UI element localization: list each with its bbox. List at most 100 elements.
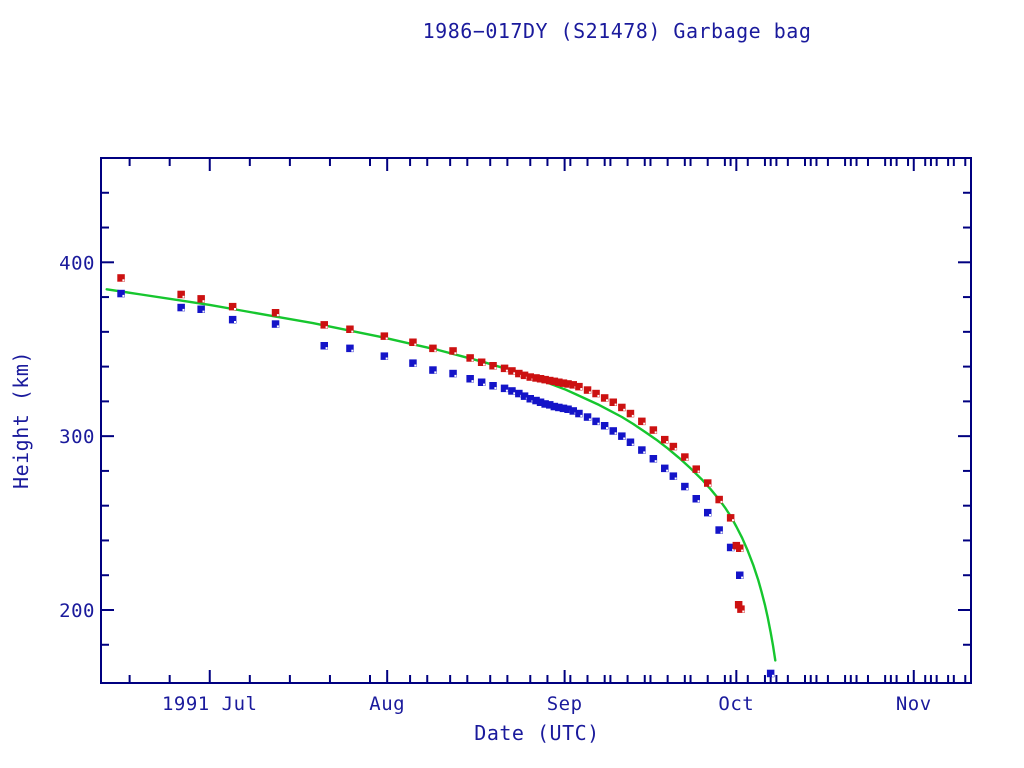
data-point-highlight — [623, 408, 626, 411]
apogee-height-series — [117, 274, 745, 613]
data-point-highlight — [471, 359, 474, 362]
data-point-marker — [515, 369, 523, 378]
data-point-marker — [541, 375, 549, 384]
chart-title: 1986−017DY (S21478) Garbage bag — [423, 19, 812, 43]
data-point-marker — [555, 378, 563, 386]
data-point-marker — [526, 395, 534, 403]
data-point-marker — [228, 302, 237, 311]
data-point-highlight — [580, 388, 583, 390]
data-point-highlight — [385, 337, 388, 340]
data-point-marker — [559, 379, 568, 387]
data-point-highlight — [666, 469, 669, 472]
data-point-highlight — [606, 427, 608, 430]
data-point-marker — [536, 375, 545, 383]
data-point-highlight — [483, 363, 485, 366]
x-tick-label: 1991 Jul — [162, 693, 258, 715]
data-point-highlight — [741, 576, 744, 579]
data-point-marker — [592, 389, 600, 398]
data-point-marker — [569, 381, 577, 389]
data-point-highlight — [732, 519, 734, 522]
data-point-marker — [736, 544, 744, 552]
data-point-marker — [197, 295, 205, 303]
data-point-marker — [429, 344, 437, 353]
data-point-marker — [638, 446, 646, 454]
data-point-marker — [618, 403, 626, 412]
data-point-highlight — [623, 437, 626, 440]
data-point-marker — [564, 405, 572, 413]
data-point-marker — [734, 601, 743, 609]
data-point-marker — [649, 426, 658, 434]
data-point-highlight — [122, 279, 125, 282]
data-point-marker — [704, 508, 712, 517]
x-tick-label: Aug — [369, 693, 405, 715]
y-axis-ticks — [101, 191, 971, 646]
data-point-marker — [477, 358, 486, 366]
data-point-marker — [681, 482, 689, 491]
data-point-highlight — [505, 369, 508, 372]
data-point-highlight — [686, 487, 689, 490]
data-point-highlight — [654, 460, 657, 463]
data-point-highlight — [631, 443, 634, 446]
data-point-marker — [536, 398, 545, 406]
data-point-highlight — [513, 372, 516, 375]
y-tick-label: 300 — [59, 426, 95, 448]
data-point-marker — [715, 495, 723, 504]
data-point-marker — [477, 378, 486, 386]
data-point-marker — [766, 669, 775, 678]
data-point-highlight — [720, 531, 723, 534]
data-point-marker — [546, 401, 554, 409]
data-point-highlight — [351, 349, 354, 352]
x-tick-label: Nov — [896, 693, 932, 715]
data-point-highlight — [276, 314, 279, 317]
data-point-marker — [609, 427, 617, 435]
data-point-marker — [228, 315, 237, 324]
data-point-highlight — [643, 422, 646, 425]
data-point-marker — [271, 309, 280, 317]
data-point-marker — [681, 453, 689, 461]
data-point-highlight — [709, 484, 712, 487]
data-point-marker — [626, 438, 635, 446]
data-point-highlight — [614, 432, 617, 435]
y-tick-label: 400 — [59, 252, 95, 274]
data-point-marker — [704, 479, 712, 487]
data-point-highlight — [697, 470, 700, 473]
data-point-marker — [409, 359, 417, 367]
data-point-highlight — [686, 458, 689, 461]
data-point-marker — [508, 367, 516, 375]
data-point-highlight — [654, 431, 657, 434]
data-point-highlight — [631, 414, 634, 417]
data-point-highlight — [182, 295, 185, 298]
data-point-highlight — [454, 352, 457, 355]
plot-frame — [100, 157, 972, 684]
data-point-highlight — [597, 422, 600, 425]
data-point-highlight — [385, 357, 388, 360]
data-point-highlight — [182, 308, 185, 311]
fitted-decay-curve — [105, 288, 777, 662]
data-point-marker — [555, 403, 563, 412]
data-point-marker — [466, 354, 474, 362]
x-axis-tick-labels: 1991 Jul Aug Sep Oct Nov — [162, 693, 932, 715]
data-point-highlight — [202, 300, 205, 303]
data-point-highlight — [709, 514, 712, 516]
data-point-highlight — [742, 610, 745, 613]
data-point-marker — [320, 342, 328, 350]
data-point-highlight — [471, 380, 474, 383]
data-point-highlight — [234, 321, 236, 323]
data-point-marker — [117, 274, 125, 282]
data-point-marker — [575, 382, 583, 391]
y-axis-label: Height (km) — [9, 351, 33, 489]
data-point-highlight — [276, 325, 279, 328]
data-point-marker — [520, 392, 529, 400]
data-point-marker — [500, 364, 509, 373]
data-point-marker — [669, 442, 678, 451]
data-point-highlight — [414, 364, 417, 367]
data-point-marker — [661, 464, 669, 473]
data-point-highlight — [351, 330, 354, 333]
data-point-marker — [520, 371, 529, 380]
data-point-marker — [550, 377, 559, 386]
x-tick-label: Oct — [718, 693, 754, 715]
data-point-marker — [564, 380, 572, 388]
data-point-marker — [569, 407, 577, 415]
data-point-marker — [541, 400, 549, 408]
